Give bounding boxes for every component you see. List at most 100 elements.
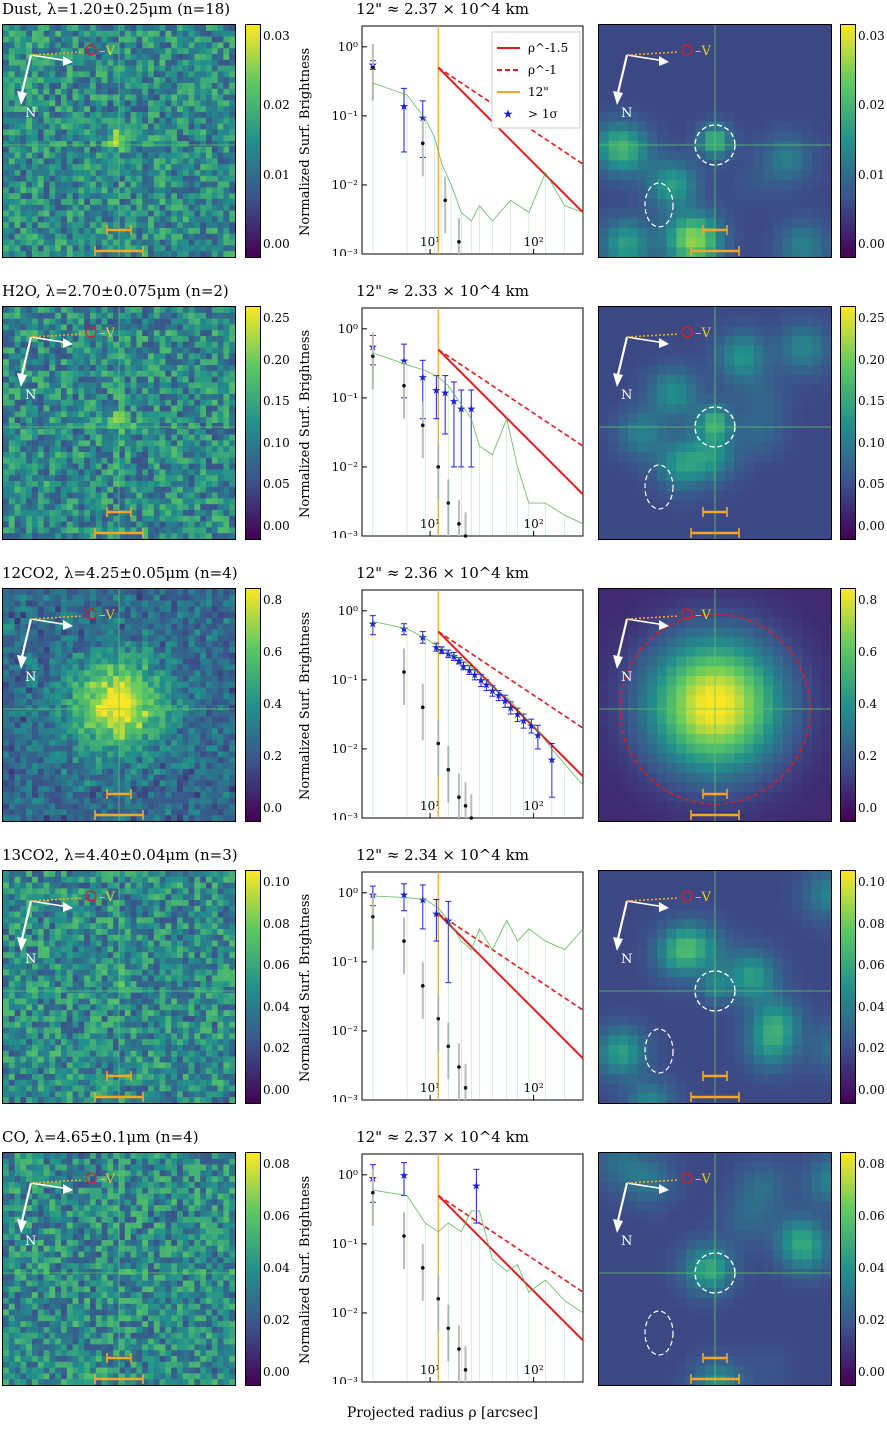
black-data-point (457, 1065, 461, 1069)
row-title: 12CO2, λ=4.25±0.05μm (n=4) (2, 564, 238, 582)
blue-star-point: ★ (418, 371, 428, 384)
blue-star-point: ★ (476, 674, 486, 687)
velocity-marker (681, 44, 693, 56)
y-tick-label: 10⁻¹ (332, 673, 358, 687)
blue-star-point: ★ (470, 668, 480, 681)
blue-star-point: ★ (431, 384, 441, 397)
colorbar-tick-label: 0.02 (858, 1313, 885, 1327)
colorbar-tick-label: 0.00 (858, 1083, 885, 1097)
power-law-rho-1 (437, 66, 584, 165)
velocity-label: –V (99, 326, 116, 341)
scale-title: 12" ≈ 2.36 × 10^4 km (356, 564, 529, 582)
blue-star-point: ★ (399, 354, 409, 367)
velocity-label: –V (695, 890, 712, 905)
east-arrow (30, 1182, 70, 1190)
panel-row: Dust, λ=1.20±0.25μm (n=18) 12" ≈ 2.37 × 1… (0, 0, 887, 282)
y-tick-label: 10⁻³ (332, 1375, 359, 1384)
y-axis-label: Normalized Surf. Brightness (298, 47, 313, 236)
blue-star-point: ★ (418, 893, 428, 906)
colorbar-left (245, 24, 261, 258)
velocity-vector (626, 333, 680, 338)
scale-title: 12" ≈ 2.33 × 10^4 km (356, 282, 529, 300)
velocity-label: –V (99, 1172, 116, 1187)
row-title: 13CO2, λ=4.40±0.04μm (n=3) (2, 846, 238, 864)
black-data-point (463, 1086, 468, 1090)
plot-frame (361, 871, 584, 1101)
east-arrowhead (659, 338, 669, 348)
smoothed-image-map: N –V (598, 24, 832, 258)
north-arrowhead (17, 655, 27, 669)
north-arrow (19, 336, 33, 380)
blue-star-point: ★ (519, 714, 529, 727)
colorbar-tick-label: 0.2 (858, 749, 878, 763)
black-data-point (436, 465, 441, 469)
black-data-point (402, 939, 406, 943)
x-tick-label: 10² (524, 799, 544, 813)
colorbar-tick-label: 0.01 (263, 167, 290, 182)
velocity-vector (626, 615, 680, 620)
east-arrowhead (63, 1184, 73, 1194)
north-arrow (19, 54, 33, 98)
row-title: CO, λ=4.65±0.1μm (n=4) (2, 1128, 199, 1146)
colorbar-tick-label: 0.06 (858, 958, 885, 973)
power-law-rho-1 (437, 348, 584, 447)
colorbar-tick-label: 0.00 (263, 519, 290, 533)
velocity-vector (626, 897, 680, 902)
black-data-point (371, 354, 375, 359)
east-arrow (30, 900, 70, 908)
black-data-point (402, 383, 406, 388)
black-data-point (371, 1190, 375, 1195)
velocity-vector (626, 51, 680, 56)
x-tick-label: 10¹ (420, 517, 440, 531)
north-arrowhead (613, 937, 623, 951)
east-arrow (626, 336, 666, 344)
north-label: N (621, 388, 632, 403)
velocity-marker (681, 890, 693, 902)
y-tick-label: 10⁻³ (332, 247, 359, 256)
colorbar-tick-label: 0.25 (858, 311, 885, 325)
east-arrowhead (63, 338, 73, 348)
colorbar-tick-label: 0.06 (858, 1209, 885, 1223)
colorbar-tick-label: 0.05 (263, 477, 290, 492)
blue-star-point: ★ (533, 729, 543, 742)
colorbar-tick-label: 0.02 (263, 1041, 290, 1056)
east-arrow (626, 618, 666, 626)
velocity-vector (30, 1179, 84, 1184)
colorbar-tick-label: 0.08 (858, 916, 885, 931)
velocity-label: –V (695, 44, 712, 59)
colorbar-tick-label: 0.0 (858, 801, 878, 815)
east-arrowhead (659, 902, 669, 912)
black-data-point (463, 804, 468, 808)
legend-label-rho1: ρ^-1 (528, 63, 557, 77)
green-profile-line (372, 895, 584, 951)
y-axis-label: Normalized Surf. Brightness (298, 611, 313, 800)
north-label: N (25, 670, 36, 685)
legend-label-sig: > 1σ (528, 107, 558, 121)
colorbar-left (245, 306, 261, 540)
blue-star-point: ★ (449, 650, 459, 663)
smoothed-image-map: N –V (598, 870, 832, 1104)
blue-star-point: ★ (471, 1179, 481, 1192)
velocity-marker (681, 608, 693, 620)
colorbar-tick-label: 0.04 (858, 1261, 885, 1275)
velocity-label: –V (99, 890, 116, 905)
blue-star-point: ★ (431, 908, 441, 921)
colorbar-tick-label: 0.06 (263, 958, 290, 973)
blue-star-point: ★ (399, 100, 409, 113)
black-data-point (420, 984, 425, 988)
colorbar-right (840, 588, 856, 822)
y-axis-label: Normalized Surf. Brightness (298, 893, 313, 1082)
black-data-point (463, 1368, 468, 1372)
black-data-point (469, 816, 474, 820)
velocity-marker (85, 1172, 97, 1184)
panel-row: 13CO2, λ=4.40±0.04μm (n=3) 12" ≈ 2.34 × 1… (0, 846, 887, 1128)
north-arrowhead (613, 1219, 623, 1233)
raw-image-map: N –V (2, 24, 236, 258)
legend-label-r12: 12" (528, 85, 549, 99)
north-arrow (19, 1182, 33, 1226)
black-data-point (420, 423, 425, 428)
east-arrowhead (659, 1184, 669, 1194)
east-arrow (626, 54, 666, 62)
colorbar-tick-label: 0.00 (858, 519, 885, 533)
